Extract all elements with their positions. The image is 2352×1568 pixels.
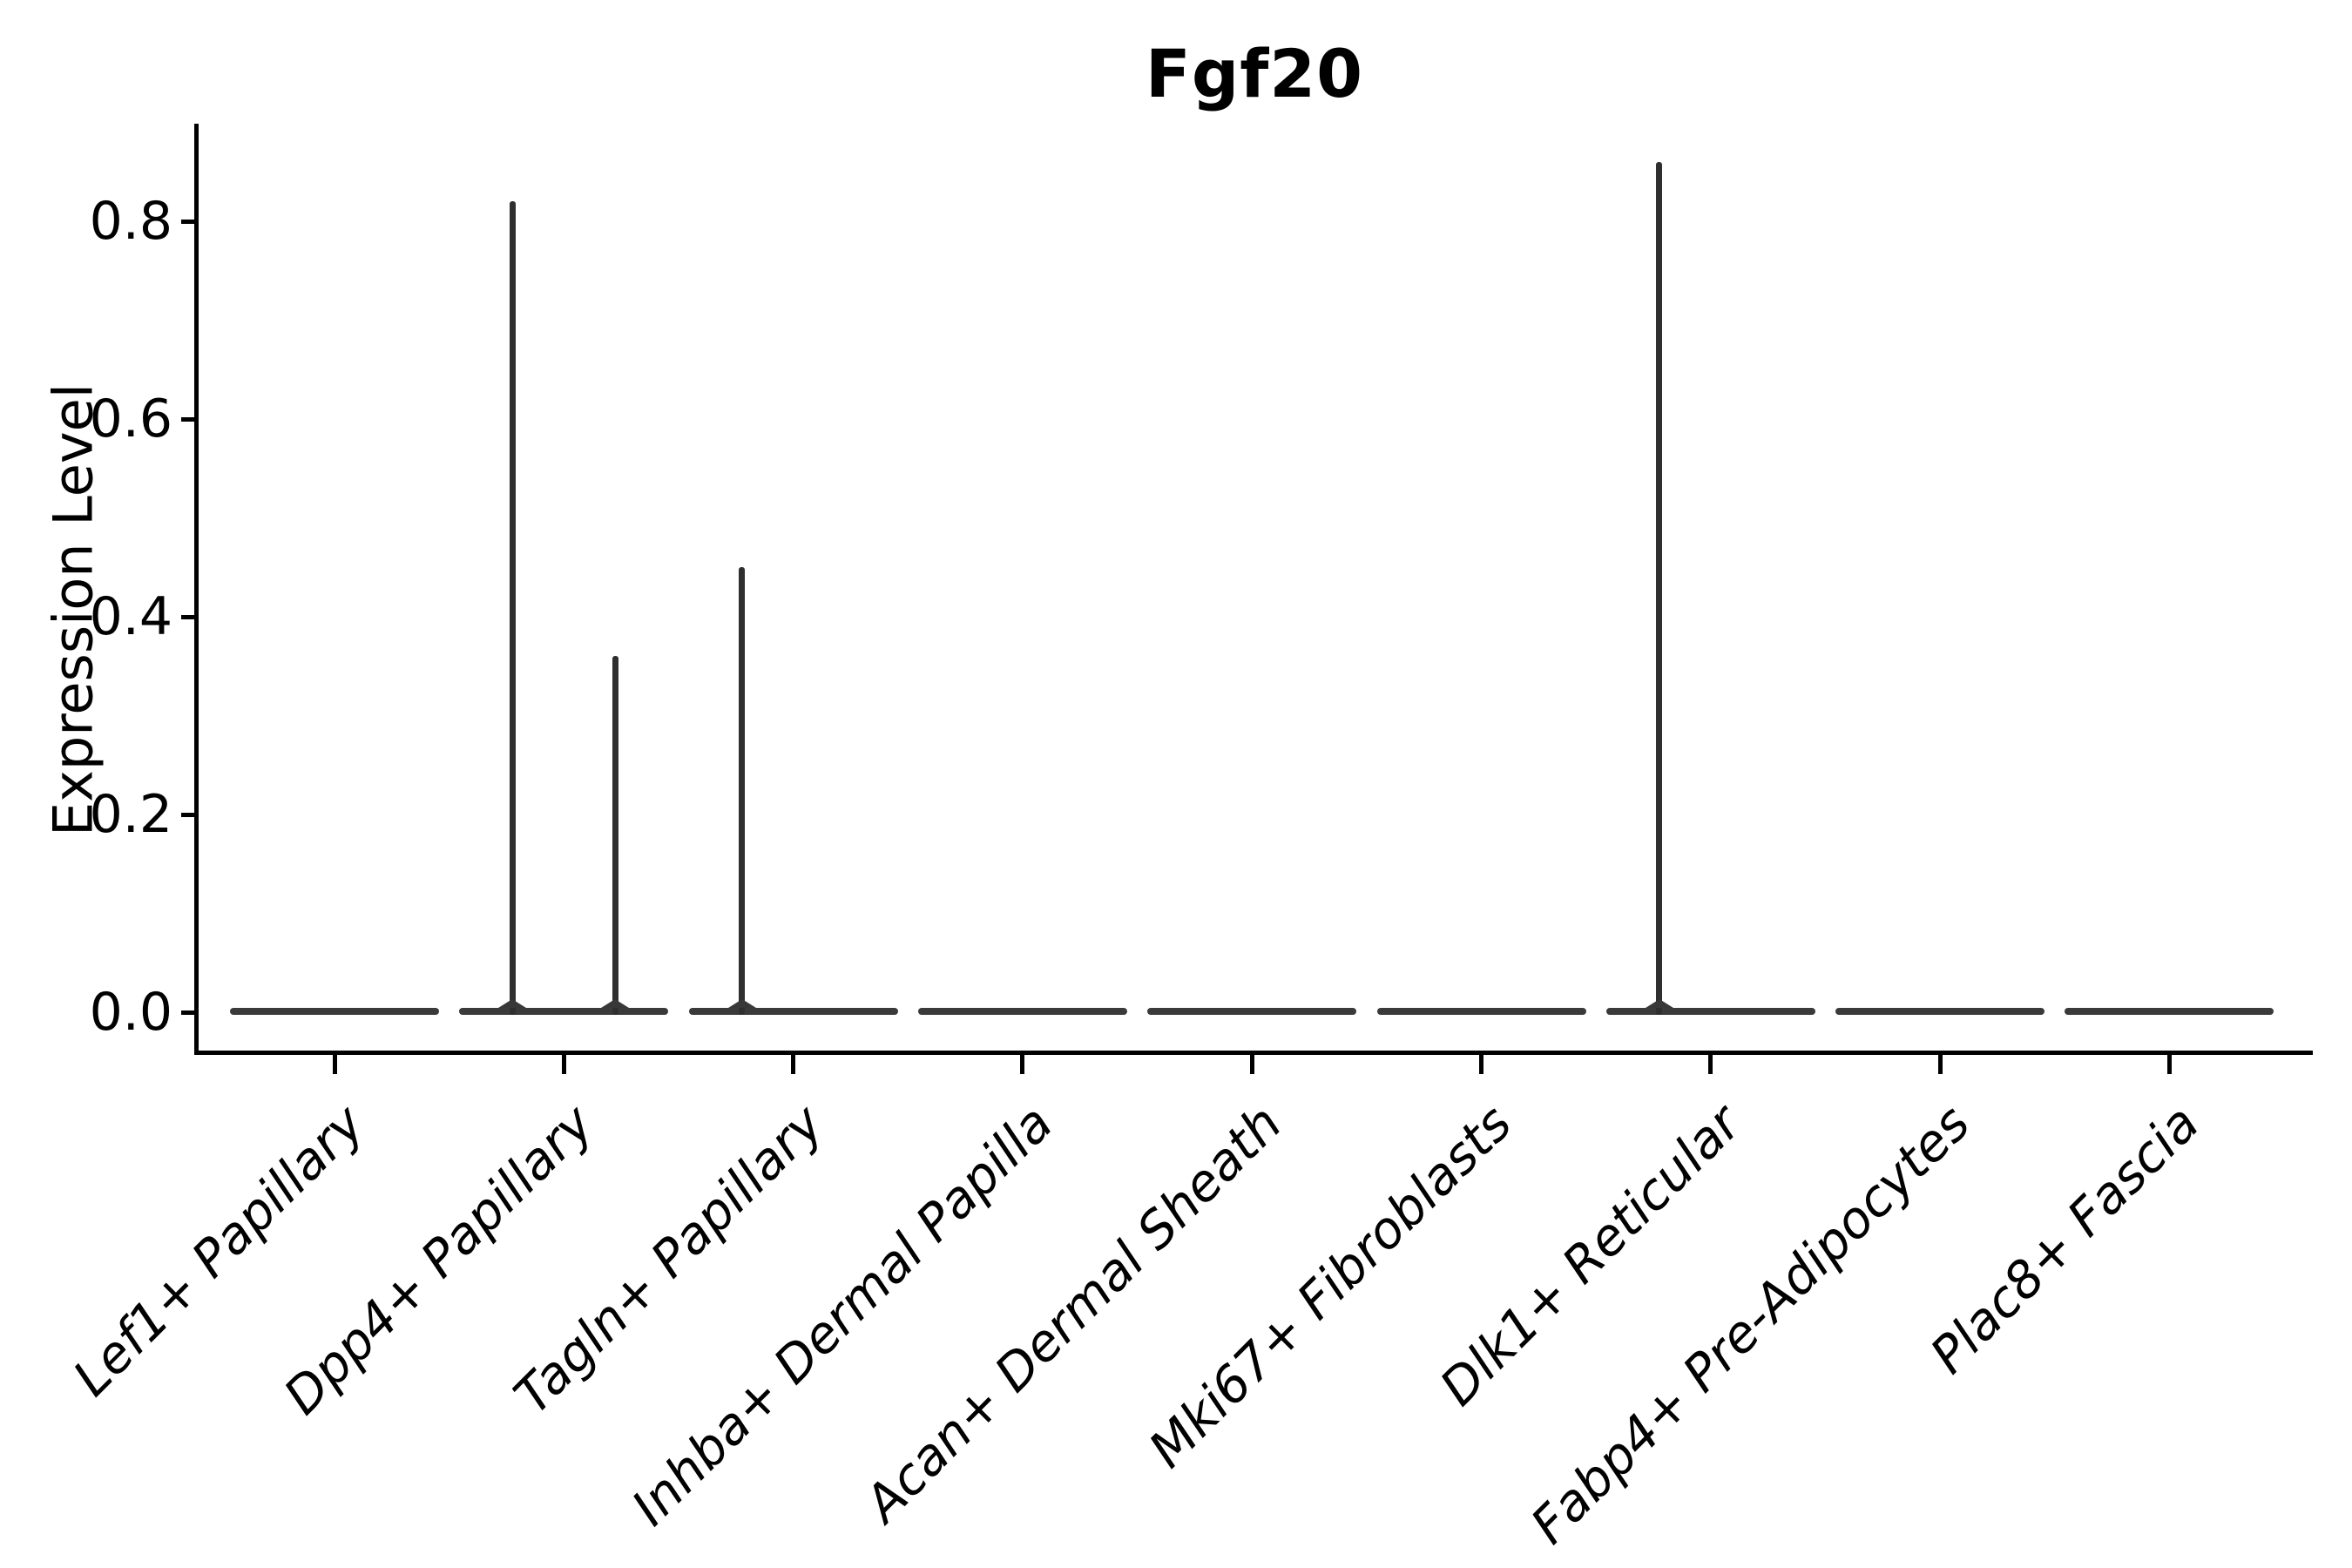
violin-spike: [739, 567, 746, 1015]
violin-body: [917, 1008, 1127, 1015]
x-tick-mark: [1020, 1055, 1025, 1074]
y-tick-label: 0.0: [89, 982, 172, 1043]
violin-body: [459, 1008, 669, 1015]
violin-body: [230, 1008, 439, 1015]
y-axis-spine: [194, 124, 199, 1055]
violin-body: [1376, 1008, 1586, 1015]
violin-spike-base: [1645, 999, 1673, 1008]
chart-title: Fgf20: [1145, 35, 1364, 112]
x-tick-mark: [1937, 1055, 1943, 1074]
y-tick-mark: [181, 416, 196, 422]
x-tick-mark: [2166, 1055, 2172, 1074]
violin-spike-base: [601, 999, 630, 1008]
violin-body: [1605, 1008, 1815, 1015]
y-tick-label: 0.2: [89, 784, 172, 845]
y-tick-label: 0.4: [89, 586, 172, 647]
x-tick-mark: [791, 1055, 796, 1074]
y-tick-label: 0.6: [89, 389, 172, 449]
violin-spike: [1656, 161, 1663, 1015]
x-axis-spine: [194, 1051, 2313, 1055]
y-tick-mark: [181, 812, 196, 817]
violin-body: [2065, 1008, 2274, 1015]
y-tick-label: 0.8: [89, 191, 172, 252]
y-tick-mark: [181, 219, 196, 224]
violin-spike-base: [498, 999, 527, 1008]
violin-body: [1835, 1008, 2045, 1015]
y-tick-mark: [181, 1010, 196, 1015]
x-tick-mark: [332, 1055, 337, 1074]
violin-spike: [612, 656, 618, 1015]
violin-spike-base: [727, 999, 756, 1008]
violin-spike: [509, 201, 516, 1015]
violin-body: [688, 1008, 898, 1015]
x-tick-mark: [1708, 1055, 1713, 1074]
x-tick-mark: [1249, 1055, 1254, 1074]
violin-body: [1147, 1008, 1357, 1015]
y-tick-mark: [181, 614, 196, 619]
x-tick-mark: [561, 1055, 566, 1074]
x-tick-mark: [1479, 1055, 1484, 1074]
